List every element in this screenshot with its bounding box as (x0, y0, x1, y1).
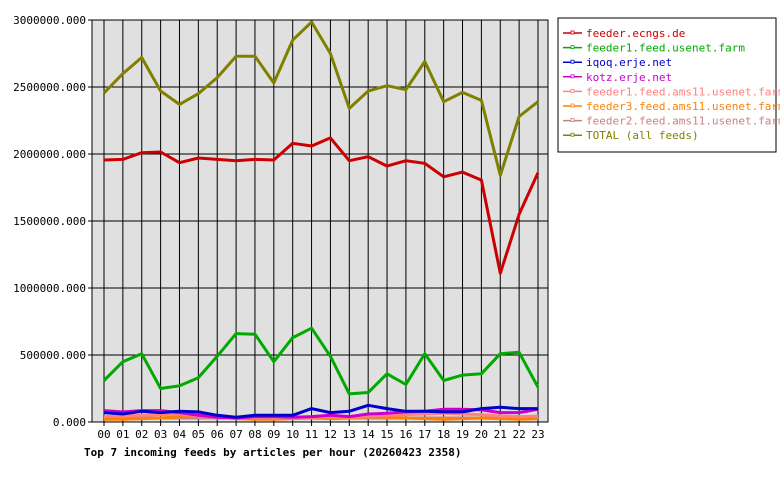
legend-item: feeder3.feed.ams11.usenet.farm (563, 100, 780, 113)
legend-label: feeder2.feed.ams11.usenet.farm (586, 115, 780, 128)
legend-item: iqoq.erje.net (563, 56, 672, 69)
x-tick-label: 20 (475, 428, 488, 441)
series-line-2 (103, 403, 538, 419)
x-tick-label: 13 (343, 428, 356, 441)
legend-item: TOTAL (all feeds) (563, 129, 699, 142)
x-tick-label: 04 (173, 428, 187, 441)
legend-label: feeder.ecngs.de (586, 27, 685, 40)
y-tick-label: 1000000.000 (13, 282, 86, 295)
x-tick-label: 18 (437, 428, 450, 441)
x-tick-label: 00 (97, 428, 110, 441)
x-tick-label: 17 (418, 428, 431, 441)
x-tick-label: 03 (154, 428, 167, 441)
legend-label: TOTAL (all feeds) (586, 129, 699, 142)
x-tick-label: 10 (286, 428, 299, 441)
legend: feeder.ecngs.de feeder1.feed.usenet.farmi… (557, 17, 780, 153)
x-tick-label: 22 (513, 428, 526, 441)
plot-frame (91, 19, 549, 423)
x-tick-label: 05 (192, 428, 205, 441)
legend-marker (570, 59, 575, 64)
legend-item: feeder.ecngs.de (563, 27, 685, 40)
legend-marker (570, 89, 575, 93)
y-tick-label: 500000.000 (20, 349, 86, 362)
x-tick-label: 06 (211, 428, 224, 441)
x-tick-label: 19 (456, 428, 469, 441)
legend-label: feeder3.feed.ams11.usenet.farm (586, 100, 780, 113)
x-tick-label: 09 (267, 428, 280, 441)
legend-label: feeder1.feed.ams11.usenet.farm (586, 85, 780, 98)
x-tick-label: 23 (531, 428, 544, 441)
series-line-1 (102, 326, 540, 396)
legend-label: feeder1.feed.usenet.farm (586, 42, 745, 55)
chart-title: Top 7 incoming feeds by articles per hou… (84, 446, 462, 459)
x-tick-label: 14 (362, 428, 376, 441)
series-line-0 (103, 136, 540, 275)
y-tick-label: 3000000.000 (13, 14, 86, 27)
legend-item: feeder1.feed.usenet.farm (563, 42, 745, 55)
legend-label: iqoq.erje.net (586, 56, 672, 69)
x-tick-label: 08 (248, 428, 261, 441)
y-tick-label: 2000000.000 (13, 148, 86, 161)
legend-item: kotz.erje.net (563, 71, 672, 84)
series-line-7 (102, 20, 539, 177)
y-tick-label: 0.000 (53, 416, 86, 429)
y-tick-label: 1500000.000 (13, 215, 86, 228)
x-tick-label: 02 (135, 428, 148, 441)
x-tick-label: 12 (324, 428, 337, 441)
legend-marker (570, 30, 575, 35)
legend-marker (570, 103, 575, 108)
y-tick-label: 2500000.000 (13, 81, 86, 94)
x-tick-label: 15 (380, 428, 393, 441)
legend-marker (570, 118, 575, 122)
legend-marker (570, 74, 575, 79)
legend-item: feeder2.feed.ams11.usenet.farm (563, 115, 780, 128)
x-tick-label: 11 (305, 428, 318, 441)
legend-marker (570, 132, 575, 137)
x-tick-label: 01 (116, 428, 129, 441)
legend-item: feeder1.feed.ams11.usenet.farm (563, 85, 780, 98)
x-tick-label: 07 (229, 428, 242, 441)
x-tick-label: 16 (399, 428, 412, 441)
legend-marker (570, 45, 575, 49)
legend-label: kotz.erje.net (586, 71, 672, 84)
x-tick-label: 21 (494, 428, 507, 441)
